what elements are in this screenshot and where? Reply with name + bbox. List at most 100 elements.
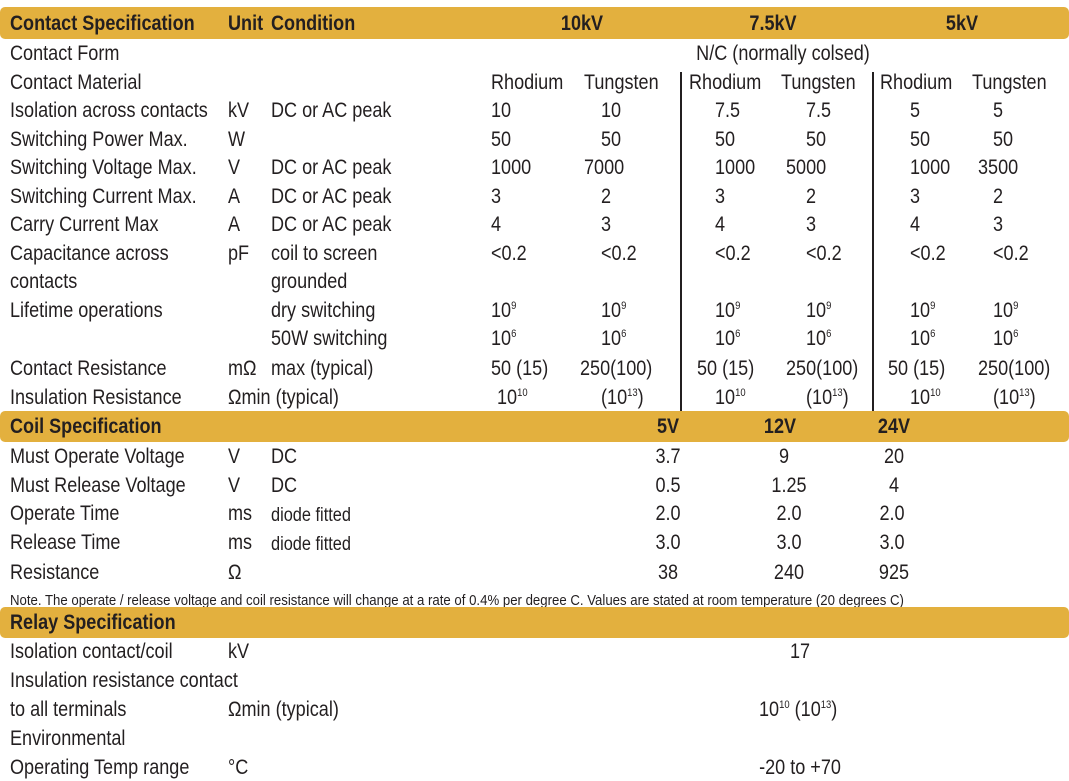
coil-cell: 3.0 <box>655 531 681 554</box>
coil-row-unit: ms <box>228 531 253 554</box>
coil-row-condition: DC <box>271 445 298 468</box>
coil-row-condition: diode fitted <box>271 505 351 526</box>
capacitance-unit: pF <box>228 242 250 265</box>
coil-cell: 4 <box>888 474 900 497</box>
capacitance-cell: <0.2 <box>601 242 637 265</box>
voltage-cell: 1000 <box>491 156 532 179</box>
lifetime-50w-condition: 50W switching <box>271 327 388 350</box>
coil-spec-title: Coil Specification <box>10 415 162 438</box>
current-cell: 2 <box>993 185 1004 208</box>
coil-cell: 2.0 <box>776 502 802 525</box>
coil-note: Note. The operate / release voltage and … <box>10 592 904 609</box>
environmental-label: Environmental <box>10 727 126 750</box>
voltage-cell: 3500 <box>978 156 1019 179</box>
capacitance-cell: <0.2 <box>491 242 527 265</box>
current-cell: 2 <box>806 185 817 208</box>
lifetime-dry-cell: 109 <box>993 299 1019 322</box>
coil-cell: 9 <box>778 445 790 468</box>
insulation-cell: (1013) <box>601 386 644 409</box>
resistance-cell: 250(100) <box>786 357 859 380</box>
insulation-cell: (1013) <box>993 386 1036 409</box>
power-cell: 50 <box>993 128 1014 151</box>
coil-cell: 1.25 <box>771 474 807 497</box>
switching-power-label: Switching Power Max. <box>10 128 188 151</box>
lifetime-dry-cell: 109 <box>491 299 517 322</box>
coil-cell: 3.7 <box>655 445 681 468</box>
insulation-resistance-unit: Ωmin (typical) <box>228 386 339 409</box>
coil-cell: 20 <box>883 445 905 468</box>
material-cell: Rhodium <box>689 71 762 94</box>
switching-current-unit: A <box>228 185 241 208</box>
carry-cell: 4 <box>491 213 502 236</box>
relay-insulation-unit: Ωmin (typical) <box>228 698 339 721</box>
coil-row-unit: ms <box>228 502 253 525</box>
coil-cell: 240 <box>773 561 805 584</box>
coil-cell: 925 <box>878 561 910 584</box>
contact-resistance-condition: max (typical) <box>271 357 374 380</box>
coil-cell: 3.0 <box>879 531 905 554</box>
column-divider-2 <box>872 72 874 411</box>
coil-row-label: Resistance <box>10 561 100 584</box>
lifetime-50w-cell: 106 <box>806 327 832 350</box>
insulation-cell: 1010 <box>910 386 941 409</box>
voltage-header-7-5kv: 7.5kV <box>749 12 797 35</box>
contact-spec-title: Contact Specification <box>10 12 195 35</box>
power-cell: 50 <box>910 128 931 151</box>
lifetime-50w-cell: 106 <box>601 327 627 350</box>
isolation-label: Isolation across contacts <box>10 99 208 122</box>
operating-temp-label: Operating Temp range <box>10 756 190 779</box>
isolation-cell: 7.5 <box>806 99 832 122</box>
material-cell: Tungsten <box>781 71 856 94</box>
switching-voltage-condition: DC or AC peak <box>271 156 392 179</box>
switching-voltage-unit: V <box>228 156 241 179</box>
lifetime-50w-cell: 106 <box>910 327 936 350</box>
power-cell: 50 <box>601 128 622 151</box>
switching-power-unit: W <box>228 128 246 151</box>
carry-current-condition: DC or AC peak <box>271 213 392 236</box>
coil-cell: 38 <box>657 561 679 584</box>
voltage-cell: 7000 <box>584 156 625 179</box>
voltage-header-5kv: 5kV <box>945 12 979 35</box>
isolation-cell: 5 <box>993 99 1004 122</box>
capacitance-condition-line2: grounded <box>271 270 348 293</box>
material-cell: Tungsten <box>584 71 659 94</box>
insulation-cell: (1013) <box>806 386 849 409</box>
contact-resistance-label: Contact Resistance <box>10 357 167 380</box>
relay-isolation-value: 17 <box>789 640 811 663</box>
insulation-cell: 1010 <box>715 386 746 409</box>
lifetime-dry-cell: 109 <box>601 299 627 322</box>
coil-row-unit: V <box>228 474 241 497</box>
coil-spec-header-bar <box>0 411 1069 442</box>
voltage-cell: 5000 <box>786 156 827 179</box>
lifetime-50w-cell: 106 <box>491 327 517 350</box>
voltage-header-10kv: 10kV <box>560 12 604 35</box>
carry-current-label: Carry Current Max <box>10 213 159 236</box>
capacitance-cell: <0.2 <box>806 242 842 265</box>
relay-spec-title: Relay Specification <box>10 611 176 634</box>
insulation-cell: 1010 <box>497 386 528 409</box>
relay-insulation-value: 1010 (1013) <box>759 698 838 721</box>
coil-row-label: Operate Time <box>10 502 120 525</box>
resistance-cell: 50 (15) <box>491 357 549 380</box>
operating-temp-value: -20 to +70 <box>759 756 841 779</box>
material-cell: Rhodium <box>880 71 953 94</box>
carry-cell: 4 <box>715 213 726 236</box>
capacitance-cell: <0.2 <box>715 242 751 265</box>
relay-insulation-label: Insulation resistance contact <box>10 669 238 692</box>
relay-isolation-unit: kV <box>228 640 250 663</box>
lifetime-dry-condition: dry switching <box>271 299 376 322</box>
lifetime-50w-cell: 106 <box>715 327 741 350</box>
carry-cell: 4 <box>910 213 921 236</box>
isolation-cell: 10 <box>491 99 512 122</box>
condition-column-header: Condition <box>271 12 356 35</box>
voltage-cell: 1000 <box>910 156 951 179</box>
resistance-cell: 50 (15) <box>697 357 755 380</box>
capacitance-condition: coil to screen <box>271 242 378 265</box>
voltage-cell: 1000 <box>715 156 756 179</box>
material-cell: Tungsten <box>972 71 1047 94</box>
current-cell: 2 <box>601 185 612 208</box>
current-cell: 3 <box>910 185 921 208</box>
capacitance-cell: <0.2 <box>993 242 1029 265</box>
resistance-cell: 50 (15) <box>888 357 946 380</box>
coil-row-unit: V <box>228 445 241 468</box>
